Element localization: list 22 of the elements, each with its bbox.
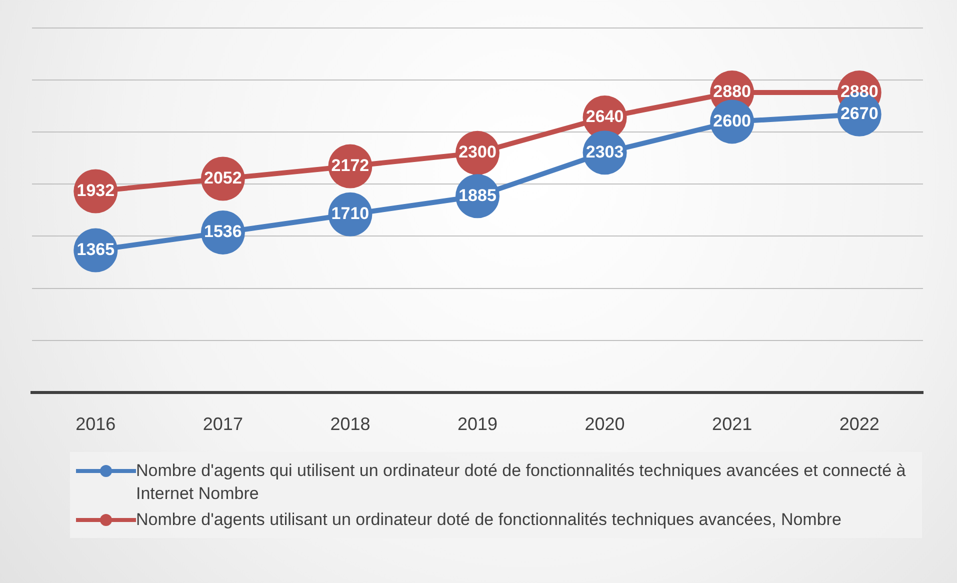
x-tick-label: 2018	[330, 414, 370, 434]
x-tick-label: 2016	[76, 414, 116, 434]
data-label: 1365	[76, 240, 115, 259]
x-tick-label: 2019	[457, 414, 498, 434]
legend-label: Nombre d'agents qui utilisent un ordinateur doté de fonctionnalités techniques avancées et connecté à Internet Nombre	[136, 460, 907, 505]
data-label: 1536	[204, 222, 242, 242]
data-label: 2303	[586, 142, 624, 162]
data-label: 1932	[76, 180, 115, 200]
data-label: 2300	[458, 142, 496, 162]
data-label: 1885	[458, 186, 496, 205]
data-label: 2640	[586, 107, 624, 126]
data-label: 2600	[713, 111, 751, 130]
data-label: 1710	[331, 204, 370, 224]
data-label: 2880	[713, 82, 751, 102]
data-label: 2052	[204, 168, 242, 188]
data-label: 2670	[840, 104, 878, 124]
x-tick-label: 2022	[839, 414, 880, 434]
data-label: 2172	[331, 156, 370, 175]
x-tick-label: 2021	[712, 414, 752, 434]
legend-label: Nombre d'agents utilisant un ordinateur doté de fonctionnalités techniques avancées, Nombre	[136, 509, 842, 531]
x-tick-label: 2017	[202, 414, 243, 434]
x-tick-label: 2020	[584, 414, 625, 434]
